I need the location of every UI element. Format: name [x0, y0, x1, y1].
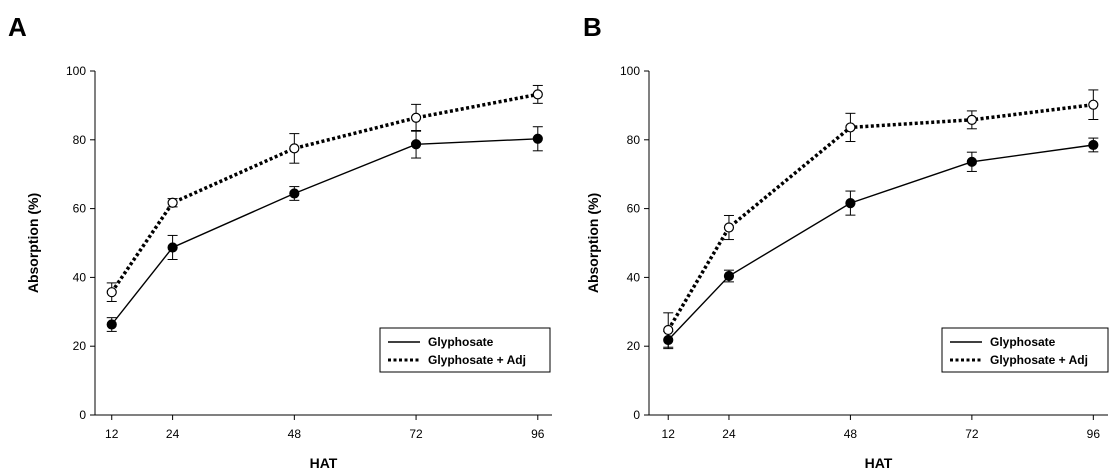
y-axis-title: Absorption (%) [25, 193, 41, 293]
data-point [1088, 99, 1099, 110]
legend: Glyphosate Glyphosate + Adj [379, 327, 551, 373]
x-tick-label: 72 [409, 427, 423, 441]
y-axis-title: Absorption (%) [585, 193, 601, 293]
data-point [410, 112, 422, 123]
y-tick-label: 80 [73, 133, 87, 147]
x-tick-label: 48 [288, 427, 302, 441]
y-tick-label: 60 [627, 202, 641, 216]
series-line [111, 138, 538, 325]
y-tick-label: 0 [79, 408, 86, 422]
panel-letter: A [8, 12, 27, 42]
data-point [845, 197, 856, 209]
legend-box [379, 327, 551, 373]
series-line [110, 92, 539, 294]
y-tick-label: 100 [66, 64, 86, 78]
y-tick-label: 100 [620, 64, 640, 78]
y-tick-label: 0 [633, 408, 640, 422]
series-line [666, 102, 1094, 331]
data-point [1088, 139, 1099, 151]
data-point [289, 143, 300, 154]
data-point [532, 89, 543, 100]
panel-letter: B [583, 12, 602, 42]
data-point [845, 122, 856, 133]
data-point [167, 197, 178, 208]
series-glyphosate-adj [663, 89, 1099, 348]
chart-panel-a: A 0 20 40 60 80 100 12 24 48 72 96 HAT Absorption (%)… [8, 12, 552, 471]
y-tick-label: 40 [73, 270, 87, 284]
data-point [410, 139, 422, 150]
data-point [106, 287, 117, 298]
data-point [966, 156, 977, 167]
data-point [532, 133, 543, 144]
legend-label: Glyphosate + Adj [990, 353, 1088, 367]
x-tick-label: 24 [722, 427, 736, 441]
series-line [667, 144, 1094, 341]
chart-panel-b: B 0 20 40 60 80 100 12 24 48 72 96 HAT Absorption (%)… [583, 12, 1109, 471]
data-point [289, 188, 300, 199]
x-tick-label: 96 [531, 427, 545, 441]
x-tick-label: 72 [965, 427, 979, 441]
legend-label: Glyphosate [428, 335, 494, 349]
y-tick-label: 60 [73, 202, 87, 216]
y-tick-label: 20 [627, 339, 641, 353]
x-tick-label: 24 [166, 427, 180, 441]
data-point [966, 114, 977, 125]
data-point [663, 324, 674, 336]
x-axis-title: HAT [310, 455, 338, 471]
x-tick-label: 48 [844, 427, 858, 441]
x-tick-label: 96 [1087, 427, 1101, 441]
x-tick-label: 12 [105, 427, 119, 441]
y-tick-label: 40 [627, 270, 641, 284]
data-point [723, 222, 735, 233]
y-tick-label: 80 [627, 133, 641, 147]
x-tick-label: 12 [662, 427, 676, 441]
y-tick-label: 20 [73, 339, 87, 353]
legend-label: Glyphosate + Adj [428, 353, 526, 367]
legend: Glyphosate Glyphosate + Adj [941, 327, 1109, 373]
series-glyphosate [106, 126, 543, 332]
series-glyphosate [663, 137, 1099, 350]
legend-label: Glyphosate [990, 335, 1056, 349]
x-axis-title: HAT [865, 455, 893, 471]
data-point [723, 270, 735, 282]
series-glyphosate-adj [106, 84, 543, 302]
data-point [106, 319, 117, 330]
data-point [167, 242, 178, 253]
legend-box [941, 327, 1109, 373]
